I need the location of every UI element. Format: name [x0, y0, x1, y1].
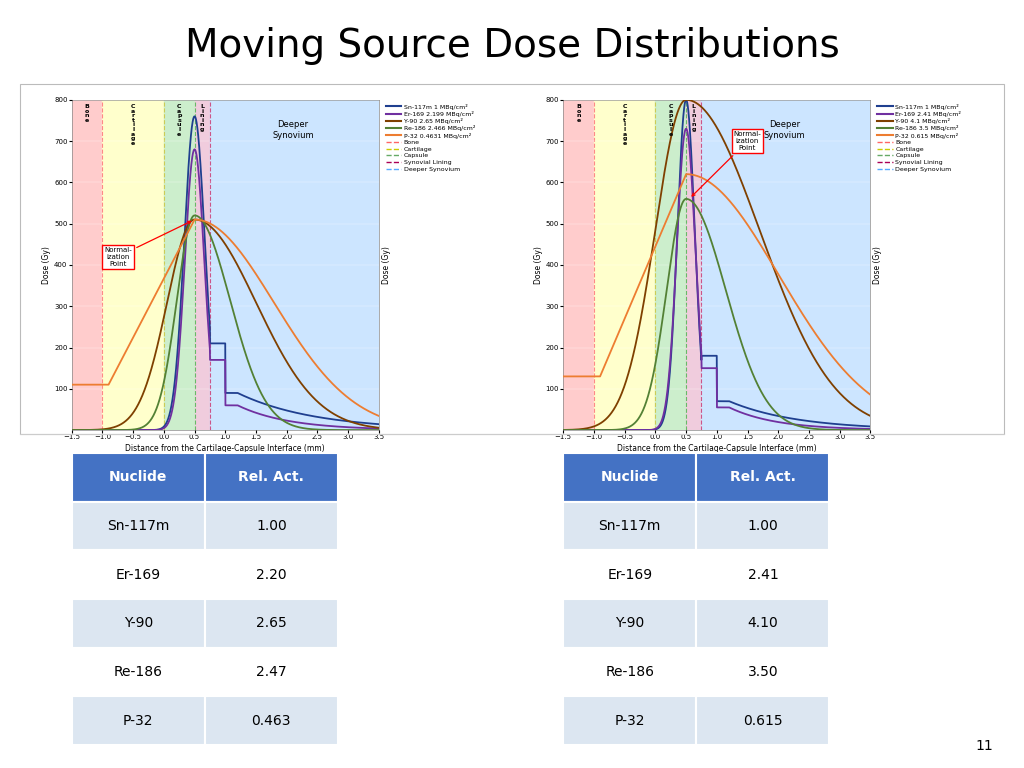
- Bar: [696, 599, 829, 647]
- Bar: [563, 599, 696, 647]
- Text: Rel. Act.: Rel. Act.: [730, 471, 796, 485]
- Text: 2.65: 2.65: [256, 617, 287, 631]
- Bar: [696, 697, 829, 745]
- Text: 3.50: 3.50: [748, 665, 778, 679]
- Text: C
a
p
s
u
l
e: C a p s u l e: [669, 104, 673, 137]
- Bar: [594, 100, 655, 430]
- Text: L
i
n
i
n
g: L i n i n g: [691, 104, 696, 132]
- Text: Sn-117m: Sn-117m: [108, 519, 169, 533]
- Text: 2.20: 2.20: [256, 568, 287, 581]
- Text: Nuclide: Nuclide: [600, 471, 659, 485]
- Text: B
o
n
e: B o n e: [577, 104, 581, 123]
- Bar: [686, 100, 701, 430]
- Bar: [205, 551, 338, 599]
- Text: 0.615: 0.615: [743, 713, 782, 727]
- Bar: [210, 100, 379, 430]
- Y-axis label: Dose (Gy): Dose (Gy): [42, 246, 51, 284]
- Text: Re-186: Re-186: [114, 665, 163, 679]
- Text: Normal-
ization
Point: Normal- ization Point: [103, 221, 190, 266]
- Bar: [563, 551, 696, 599]
- Text: C
a
r
t
i
l
a
g
e: C a r t i l a g e: [131, 104, 135, 146]
- Bar: [102, 100, 164, 430]
- Bar: [205, 599, 338, 647]
- Text: Rel. Act.: Rel. Act.: [239, 471, 304, 485]
- Text: 1.00: 1.00: [748, 519, 778, 533]
- Bar: [701, 100, 870, 430]
- Text: 11: 11: [976, 739, 993, 753]
- Bar: [205, 697, 338, 745]
- Text: P-32: P-32: [123, 713, 154, 727]
- Y-axis label: Dose (Gy): Dose (Gy): [534, 246, 543, 284]
- Bar: [72, 647, 205, 697]
- Bar: [563, 502, 696, 551]
- Bar: [563, 100, 594, 430]
- Text: Sn-117m: Sn-117m: [599, 519, 660, 533]
- Text: C
a
p
s
u
l
e: C a p s u l e: [177, 104, 181, 137]
- Bar: [563, 453, 696, 502]
- Y-axis label: Dose (Gy): Dose (Gy): [873, 246, 883, 284]
- X-axis label: Distance from the Cartilage-Capsule Interface (mm): Distance from the Cartilage-Capsule Inte…: [126, 445, 325, 453]
- Bar: [205, 647, 338, 697]
- Y-axis label: Dose (Gy): Dose (Gy): [382, 246, 391, 284]
- Text: Normal-
ization
Point: Normal- ization Point: [692, 131, 762, 196]
- X-axis label: Distance from the Cartilage-Capsule Interface (mm): Distance from the Cartilage-Capsule Inte…: [617, 445, 816, 453]
- Text: Er-169: Er-169: [116, 568, 161, 581]
- Bar: [655, 100, 686, 430]
- Text: Moving Source Dose Distributions: Moving Source Dose Distributions: [184, 27, 840, 65]
- Bar: [72, 453, 205, 502]
- Bar: [72, 100, 102, 430]
- Bar: [696, 551, 829, 599]
- Text: Er-169: Er-169: [607, 568, 652, 581]
- Text: 1.00: 1.00: [256, 519, 287, 533]
- Text: 4.10: 4.10: [748, 617, 778, 631]
- Text: Deeper
Synovium: Deeper Synovium: [764, 121, 805, 140]
- Text: C
a
r
t
i
l
a
g
e: C a r t i l a g e: [623, 104, 627, 146]
- Bar: [696, 647, 829, 697]
- Text: L
i
n
i
n
g: L i n i n g: [200, 104, 205, 132]
- Text: B
o
n
e: B o n e: [85, 104, 89, 123]
- Bar: [72, 599, 205, 647]
- Text: Re-186: Re-186: [605, 665, 654, 679]
- Legend: Sn-117m 1 MBq/cm², Er-169 2.199 MBq/cm², Y-90 2.65 MBq/cm², Re-186 2.466 MBq/cm²: Sn-117m 1 MBq/cm², Er-169 2.199 MBq/cm²,…: [385, 103, 476, 172]
- Bar: [563, 697, 696, 745]
- Text: Y-90: Y-90: [124, 617, 153, 631]
- Bar: [205, 453, 338, 502]
- Bar: [696, 453, 829, 502]
- Text: 2.47: 2.47: [256, 665, 287, 679]
- Bar: [195, 100, 210, 430]
- Text: P-32: P-32: [614, 713, 645, 727]
- Bar: [164, 100, 195, 430]
- Text: 0.463: 0.463: [252, 713, 291, 727]
- Text: Y-90: Y-90: [615, 617, 644, 631]
- Bar: [205, 502, 338, 551]
- Bar: [72, 697, 205, 745]
- Legend: Sn-117m 1 MBq/cm², Er-169 2.41 MBq/cm², Y-90 4.1 MBq/cm², Re-186 3.5 MBq/cm², P-: Sn-117m 1 MBq/cm², Er-169 2.41 MBq/cm², …: [877, 103, 962, 172]
- Text: 2.41: 2.41: [748, 568, 778, 581]
- Bar: [696, 502, 829, 551]
- Bar: [72, 502, 205, 551]
- Text: Deeper
Synovium: Deeper Synovium: [272, 121, 313, 140]
- Text: Nuclide: Nuclide: [109, 471, 168, 485]
- Bar: [563, 647, 696, 697]
- Bar: [72, 551, 205, 599]
